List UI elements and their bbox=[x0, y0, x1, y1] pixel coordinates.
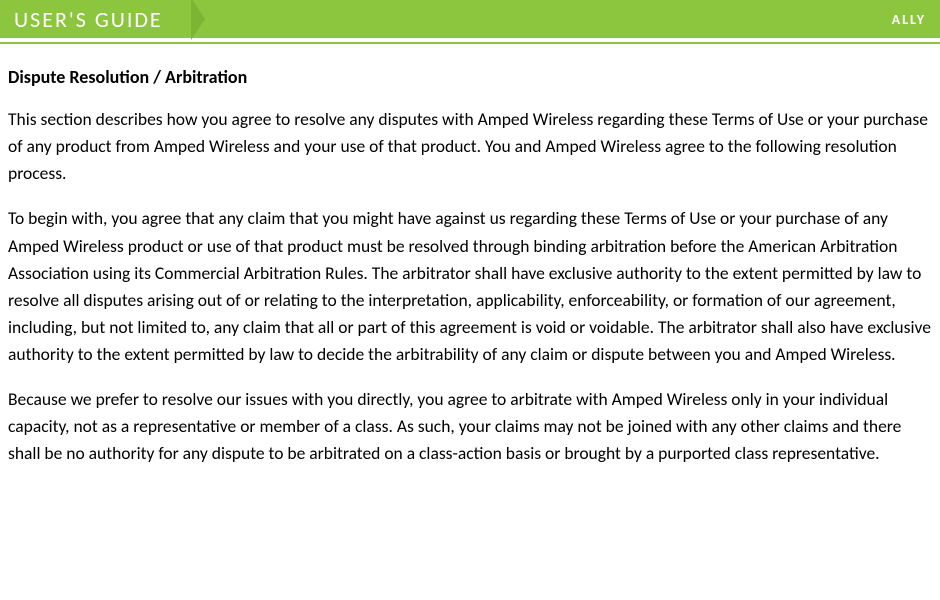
section-title: Dispute Resolution / Arbitration bbox=[8, 66, 932, 88]
paragraph: Because we prefer to resolve our issues … bbox=[8, 386, 932, 467]
paragraph: This section describes how you agree to … bbox=[8, 106, 932, 187]
paragraph: To begin with, you agree that any claim … bbox=[8, 205, 932, 368]
header-bar: USER'S GUIDE ALLY bbox=[0, 0, 940, 42]
brand-label: ALLY bbox=[892, 11, 926, 28]
header-left: USER'S GUIDE bbox=[14, 0, 195, 40]
chevron-decoration bbox=[171, 0, 195, 40]
guide-title: USER'S GUIDE bbox=[14, 6, 163, 33]
document-content: Dispute Resolution / Arbitration This se… bbox=[0, 42, 940, 468]
